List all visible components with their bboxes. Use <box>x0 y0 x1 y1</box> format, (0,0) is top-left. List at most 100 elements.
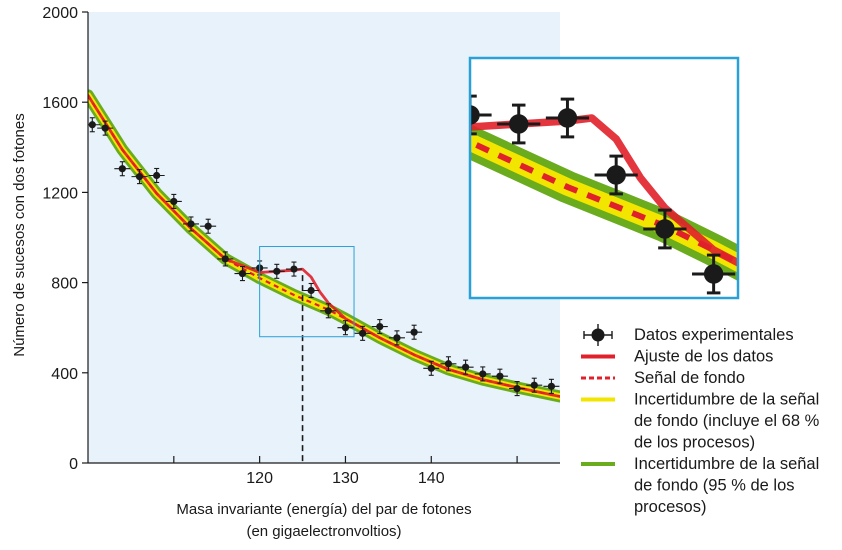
data-point <box>131 169 148 185</box>
plot-area <box>88 89 560 463</box>
data-point-marker <box>557 108 578 128</box>
legend-label: Datos experimentales <box>634 326 794 344</box>
data-point-marker <box>470 105 480 125</box>
data-point <box>789 252 832 290</box>
data-point <box>457 359 474 375</box>
y-tick-label: 400 <box>51 366 78 383</box>
data-point <box>285 261 302 277</box>
inset-zoom <box>265 0 842 320</box>
y-tick-label: 2000 <box>42 5 78 22</box>
data-point-marker <box>118 165 126 173</box>
data-point-marker <box>204 222 212 230</box>
data-point <box>643 208 687 250</box>
data-point <box>337 320 354 336</box>
data-point-marker <box>427 364 435 372</box>
data-fit-line <box>470 114 738 268</box>
data-point <box>491 368 508 384</box>
data-point-marker <box>341 324 350 332</box>
legend-label: de los procesos) <box>634 434 755 452</box>
legend-label: Señal de fondo <box>634 369 745 387</box>
legend-entry: Incertidumbre de la señal de fondo (95 % … <box>581 455 819 516</box>
data-point <box>354 325 371 341</box>
legend-label: procesos) <box>634 498 706 516</box>
data-point-marker <box>359 329 367 337</box>
data-point <box>543 378 560 394</box>
data-point-marker <box>410 328 418 336</box>
y-tick-label: 800 <box>51 276 78 293</box>
y-tick-label: 1600 <box>42 95 78 112</box>
inset-border <box>468 56 740 300</box>
data-point <box>234 266 251 282</box>
y-tick-label: 1200 <box>42 185 78 202</box>
data-point-marker <box>273 267 281 275</box>
data-point-marker <box>801 261 820 280</box>
data-point-marker <box>101 124 109 132</box>
data-point-marker <box>307 286 315 295</box>
data-point <box>114 161 131 177</box>
data-point-marker <box>314 0 333 14</box>
data-point-marker <box>509 114 529 134</box>
legend-entry: Incertidumbre de la señal de fondo (inclu… <box>581 391 820 452</box>
data-point-marker <box>153 171 161 180</box>
data-point <box>497 103 541 145</box>
data-point-marker <box>753 279 772 298</box>
data-point <box>388 330 405 346</box>
legend-label: Incertidumbre de la señal <box>634 455 819 473</box>
legend-symbol <box>591 328 605 342</box>
data-point-marker <box>265 0 284 8</box>
data-point <box>474 366 491 382</box>
data-point-marker <box>462 363 470 371</box>
data-point <box>371 319 388 335</box>
legend-label: de fondo (incluye el 68 % <box>634 412 820 430</box>
data-point <box>97 120 114 136</box>
data-point-marker <box>513 384 521 393</box>
legend-label: Ajuste de los datos <box>634 348 773 366</box>
data-point <box>406 324 423 340</box>
data-point <box>594 154 638 196</box>
data-point <box>217 251 234 267</box>
data-point-marker <box>135 173 144 181</box>
data-point <box>526 377 543 393</box>
data-point-marker <box>444 360 453 368</box>
data-point-marker <box>187 220 195 228</box>
data-point <box>509 381 526 397</box>
data-point <box>838 282 842 320</box>
data-point-marker <box>496 372 504 380</box>
data-point <box>200 218 217 234</box>
data-point-marker <box>221 255 229 263</box>
data-point-marker <box>606 165 626 185</box>
data-point-marker <box>655 219 675 239</box>
data-point-marker <box>324 307 332 315</box>
data-point <box>303 282 320 299</box>
legend-entry: Datos experimentales <box>583 324 794 346</box>
legend-entry: Ajuste de los datos <box>581 348 773 366</box>
x-axis-label-line-2: (en gigaelectronvoltios) <box>246 523 401 540</box>
data-point <box>268 263 285 279</box>
y-tick-label: 0 <box>69 456 78 473</box>
data-point <box>320 303 337 319</box>
y-axis-ticks: 0 400 800 1200 1600 2000 <box>42 5 88 473</box>
data-point-marker <box>170 197 178 206</box>
x-tick-label: 140 <box>418 470 445 487</box>
x-tick-label: 120 <box>246 470 273 487</box>
data-point-marker <box>376 322 384 331</box>
x-axis-label-line-1: Masa invariante (energía) del par de fot… <box>176 501 471 518</box>
data-point <box>182 216 199 232</box>
data-point <box>470 94 492 136</box>
inset-plot-area <box>265 0 842 320</box>
data-point <box>545 97 590 139</box>
data-point <box>440 356 457 372</box>
data-point-marker <box>703 264 724 284</box>
legend-entry: Señal de fondo <box>581 369 745 387</box>
legend-label: Incertidumbre de la señal <box>634 391 819 409</box>
data-point-marker <box>88 121 96 129</box>
data-point-marker <box>530 381 538 389</box>
data-point <box>148 167 165 184</box>
data-point <box>423 360 440 376</box>
data-point-marker <box>479 370 487 378</box>
data-point <box>692 253 736 295</box>
data-point <box>165 193 182 209</box>
data-point <box>741 270 784 308</box>
data-point-marker <box>238 269 247 278</box>
